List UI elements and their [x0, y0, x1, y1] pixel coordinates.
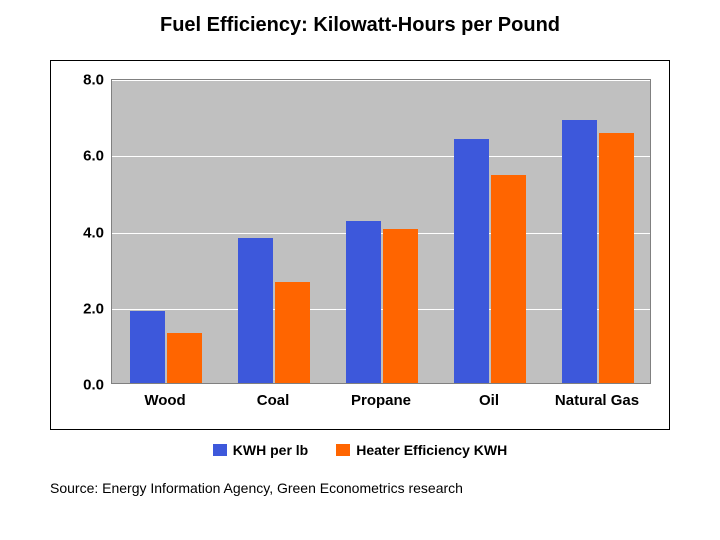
bar: [167, 333, 202, 383]
bar: [275, 282, 310, 383]
bar: [491, 175, 526, 383]
legend-swatch: [336, 444, 350, 456]
bar: [562, 120, 597, 383]
plot-area: 0.02.04.06.08.0: [111, 79, 651, 384]
y-tick-label: 2.0: [83, 300, 112, 317]
legend: KWH per lb Heater Efficiency KWH: [0, 442, 720, 458]
legend-item: Heater Efficiency KWH: [336, 442, 507, 458]
bar: [238, 238, 273, 383]
bar: [454, 139, 489, 383]
y-tick-label: 4.0: [83, 224, 112, 241]
x-tick-label: Coal: [257, 392, 290, 409]
chart-title: Fuel Efficiency: Kilowatt-Hours per Poun…: [0, 0, 720, 37]
y-tick-label: 8.0: [83, 72, 112, 89]
bar: [599, 133, 634, 383]
legend-label: Heater Efficiency KWH: [356, 442, 507, 458]
bar: [383, 229, 418, 383]
chart-container: 0.02.04.06.08.0 WoodCoalPropaneOilNatura…: [50, 60, 670, 430]
x-axis-labels: Wood Coal Propane Oil Natural Gas: [111, 392, 651, 422]
source-text: Source: Energy Information Agency, Green…: [50, 480, 463, 496]
legend-label: KWH per lb: [233, 442, 308, 458]
x-tick-label: Natural Gas: [555, 392, 639, 409]
x-tick-label: Oil: [479, 392, 499, 409]
legend-swatch: [213, 444, 227, 456]
legend-item: KWH per lb: [213, 442, 308, 458]
y-tick-label: 0.0: [83, 377, 112, 394]
x-tick-label: Wood: [144, 392, 185, 409]
x-tick-label: Propane: [351, 392, 411, 409]
y-tick-label: 6.0: [83, 148, 112, 165]
bars-layer: [112, 80, 650, 383]
bar: [130, 311, 165, 383]
bar: [346, 221, 381, 383]
